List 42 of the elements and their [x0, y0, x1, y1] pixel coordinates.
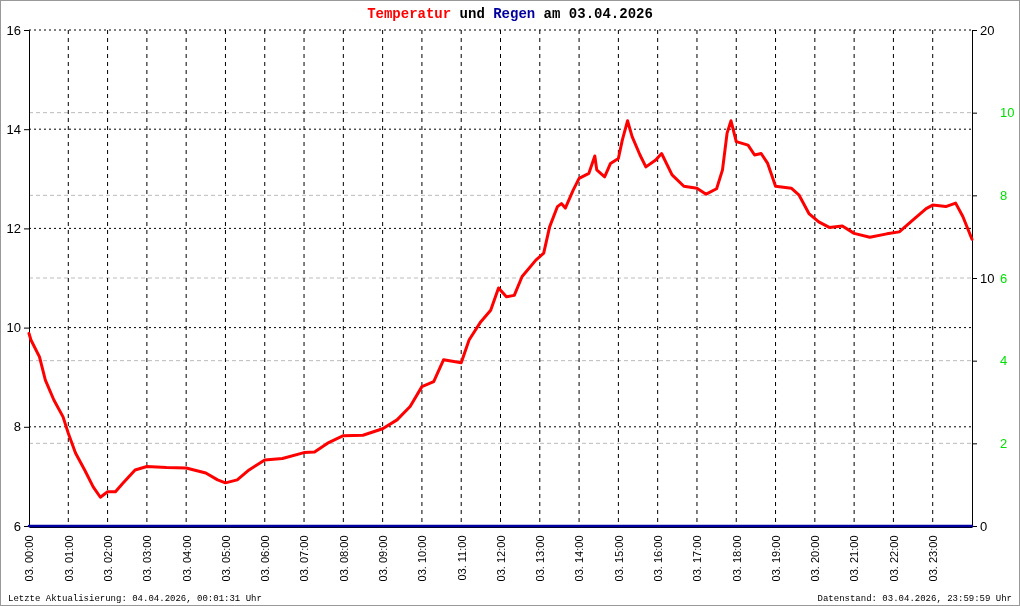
x-tick-label: 03. 04:00 [180, 535, 193, 582]
y3-tick-label: 4 [1000, 353, 1008, 369]
x-tick-label: 03. 06:00 [259, 535, 272, 582]
x-tick-label: 03. 03:00 [141, 535, 154, 582]
x-tick-label: 03. 17:00 [691, 535, 704, 582]
y3-tick-label: 2 [1000, 435, 1008, 451]
y-tick-label: 14 [6, 121, 21, 137]
x-tick-label: 03. 12:00 [494, 535, 507, 582]
y-tick-label: 16 [6, 22, 21, 38]
x-tick-label: 03. 08:00 [337, 535, 350, 582]
y2-tick-label: 10 [980, 270, 995, 286]
chart-title: Temperatur und Regen am 03.04.2026 [367, 6, 653, 22]
y-tick-label: 8 [13, 419, 21, 435]
x-tick-label: 03. 22:00 [887, 535, 900, 582]
x-tick-label: 03. 20:00 [809, 535, 822, 582]
x-tick-label: 03. 02:00 [101, 535, 114, 582]
x-tick-label: 03. 07:00 [298, 535, 311, 582]
x-tick-label: 03. 01:00 [62, 535, 75, 582]
y-tick-label: 12 [6, 221, 21, 237]
x-tick-label: 03. 18:00 [730, 535, 743, 582]
y-tick-label: 6 [13, 518, 21, 534]
y2-tick-label: 20 [980, 22, 995, 38]
y-tick-label: 10 [6, 320, 21, 336]
x-tick-label: 03. 05:00 [219, 535, 232, 582]
x-tick-label: 03. 14:00 [573, 535, 586, 582]
y2-tick-label: 0 [980, 518, 988, 534]
line-series [27, 119, 974, 499]
x-tick-label: 03. 00:00 [23, 535, 36, 582]
y3-tick-label: 6 [1000, 270, 1008, 286]
x-tick-label: 03. 15:00 [612, 535, 625, 582]
x-tick-label: 03. 21:00 [848, 535, 861, 582]
x-tick-label: 03. 23:00 [927, 535, 940, 582]
y3-tick-label: 8 [1000, 187, 1008, 203]
x-tick-label: 03. 11:00 [455, 535, 468, 581]
x-tick-label: 03. 09:00 [376, 535, 389, 582]
x-tick-label: 03. 16:00 [652, 535, 665, 582]
y3-tick-label: 10 [1000, 105, 1015, 121]
x-tick-label: 03. 19:00 [769, 535, 782, 582]
text: Datenstand: 03.04.2026, 23:59:59 Uhr [817, 594, 1012, 604]
x-tick-label: 03. 13:00 [534, 535, 547, 582]
text: Letzte Aktualisierung: 04.04.2026, 00:01:31 Uhr [8, 594, 262, 604]
x-tick-label: 03. 10:00 [416, 535, 429, 582]
